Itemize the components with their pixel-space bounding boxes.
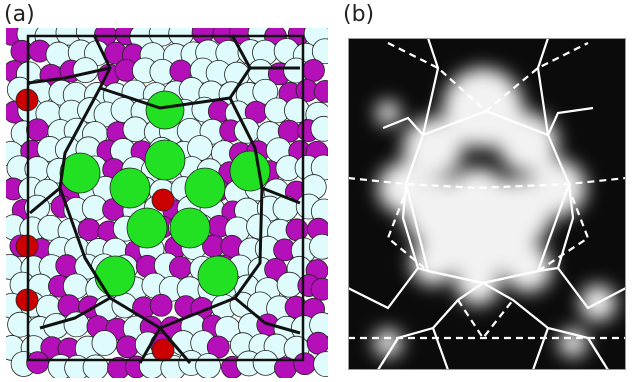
density-blob (403, 118, 463, 178)
red-atom (151, 188, 175, 212)
magenta-atom (293, 352, 317, 376)
panel-b-density-map (348, 38, 626, 370)
green-atom (94, 255, 136, 297)
overlay-solid-segment (531, 327, 550, 370)
overlay-solid-segment (546, 106, 594, 136)
magenta-atom (26, 351, 50, 374)
tiling-segment (27, 66, 111, 85)
unit-cell-frame (26, 34, 305, 362)
magenta-atom (285, 218, 309, 242)
magenta-atom (77, 218, 101, 241)
tiling-lines (27, 34, 301, 364)
overlay-dashed-segment (587, 337, 609, 370)
overlay-dashed-segment (457, 299, 514, 340)
overlay-solid-segment (348, 267, 419, 310)
map-frame (348, 38, 626, 370)
overlay-dashed-segment (377, 337, 399, 370)
overlay-tiling (348, 38, 626, 370)
magenta-atom (306, 331, 328, 355)
tiling-segment (228, 97, 301, 205)
overlay-solid-segment (401, 183, 429, 273)
density-blob (440, 205, 516, 281)
pale-atom (252, 349, 279, 376)
magenta-atom (313, 79, 328, 103)
density-blob (374, 329, 402, 357)
pale-atom (310, 115, 328, 142)
overlay-dashed-segment (387, 42, 589, 113)
density-blob (504, 244, 552, 292)
panel-b-label: (b) (343, 2, 375, 27)
green-atom (59, 152, 101, 194)
magenta-atom (149, 293, 173, 317)
green-atom (184, 167, 226, 209)
overlay-dashed-segment (348, 176, 626, 190)
magenta-atom (169, 256, 192, 279)
green-atom (109, 167, 151, 209)
overlay-solid-segment (421, 38, 440, 136)
overlay-dashed-segment (386, 185, 429, 272)
pale-atom (309, 233, 328, 260)
pale-atom (82, 354, 109, 378)
green-atom (126, 207, 168, 249)
pale-atom (284, 97, 310, 124)
overlay-dashed-segment (537, 185, 590, 272)
pale-atom (195, 353, 221, 378)
overlay-dashed-segment (427, 269, 539, 285)
pale-atom (252, 78, 279, 105)
overlay-solid-segment (536, 38, 550, 136)
pale-atom (311, 38, 328, 65)
magenta-atom (302, 59, 325, 82)
tiling-segment (29, 87, 102, 215)
tiling-segment (83, 257, 236, 330)
overlay-solid-segment (557, 267, 626, 310)
overlay-solid-segment (382, 116, 424, 136)
green-atom (145, 90, 185, 130)
overlay-solid-segment (431, 327, 450, 370)
green-atom (197, 255, 239, 297)
panel-a-label: (a) (4, 2, 35, 27)
tiling-segment (138, 327, 162, 364)
pale-atom (91, 330, 118, 356)
magenta-atom (55, 254, 79, 278)
green-atom (169, 207, 211, 249)
overlay-solid-segment (537, 183, 575, 273)
density-blob (376, 101, 400, 125)
panel-a-structure (6, 28, 328, 378)
green-atom (144, 139, 186, 181)
pale-atom (313, 351, 328, 378)
tiling-segment (158, 327, 192, 364)
green-atom (229, 150, 271, 192)
magenta-atom (310, 277, 328, 301)
density-blob (498, 113, 558, 173)
magenta-atom (206, 335, 230, 359)
